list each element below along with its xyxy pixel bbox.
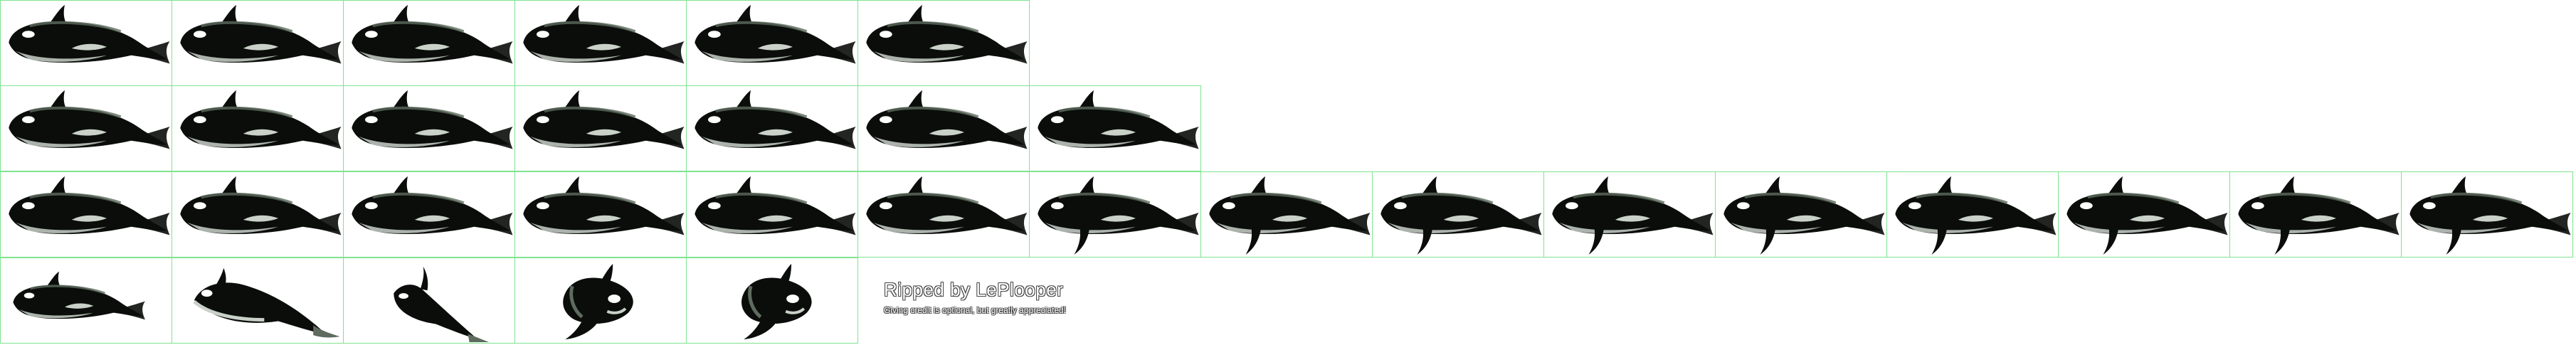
orca-sprite [866, 176, 1028, 235]
sprite-frame [1886, 171, 2059, 258]
orca-sprite [352, 4, 513, 64]
orca-sprite [1038, 90, 1199, 149]
orca-sprite [1724, 176, 1885, 255]
ripper-credit: Ripped by LePlooper Giving credit is opt… [884, 279, 1066, 315]
orca-sprite [1209, 176, 1371, 255]
orca-sprite [741, 263, 812, 340]
orca-sprite [523, 176, 685, 235]
orca-sprite [394, 266, 490, 343]
orca-sprite [9, 176, 170, 235]
orca-sprite [1895, 176, 2057, 255]
orca-sprite [866, 90, 1028, 149]
orca-sprite [1381, 176, 1542, 255]
sprite-frame [686, 85, 858, 171]
orca-sprite [695, 176, 856, 235]
sprite-frame [2058, 171, 2230, 258]
orca-sprite [193, 267, 340, 338]
sprite-frame [343, 0, 515, 86]
sprite-frame [2401, 171, 2573, 258]
sprite-frame [171, 85, 344, 171]
sprite-frame [686, 171, 858, 258]
orca-sprite [695, 4, 856, 64]
sprite-frame [0, 258, 172, 344]
sprite-frame [343, 258, 515, 344]
orca-sprite [866, 4, 1028, 64]
sprite-frame [514, 0, 687, 86]
sprite-frame [2229, 171, 2402, 258]
orca-sprite [563, 263, 633, 340]
sprite-frame [171, 0, 344, 86]
sprite-frame [1715, 171, 1887, 258]
orca-sprite [1038, 176, 1199, 255]
orca-sprite [180, 90, 342, 149]
orca-sprite [180, 4, 342, 64]
orca-sprite [695, 90, 856, 149]
credit-note: Giving credit is optional, but greatly a… [884, 305, 1067, 315]
sprite-frame [514, 85, 687, 171]
sprite-frame [857, 85, 1030, 171]
sprite-frame [171, 171, 344, 258]
sprite-frame [857, 171, 1030, 258]
orca-sprite [9, 4, 170, 64]
sprite-frame [686, 0, 858, 86]
sprite-frame [0, 171, 172, 258]
sprite-frame [171, 258, 344, 344]
sprite-frame [0, 85, 172, 171]
sprite-frame [857, 0, 1030, 86]
orca-sprite [2238, 176, 2400, 255]
sprite-frame [1372, 171, 1544, 258]
orca-sprite [2066, 176, 2228, 255]
sprite-frame [343, 171, 515, 258]
orca-sprite [523, 4, 685, 64]
orca-sprite [352, 90, 513, 149]
orca-sprite [1552, 176, 1714, 255]
sprite-frame [1029, 85, 1201, 171]
orca-sprite [13, 271, 145, 320]
sprite-frame [686, 258, 858, 344]
orca-sprite [180, 176, 342, 235]
sprite-frame [1543, 171, 1716, 258]
sprite-frame [1029, 171, 1201, 258]
orca-sprite [352, 176, 513, 235]
sprite-frame [514, 258, 687, 344]
orca-sprite [523, 90, 685, 149]
sprite-frame [0, 0, 172, 86]
sprite-frame [1200, 171, 1373, 258]
sprite-frame [343, 85, 515, 171]
credit-title: Ripped by LePlooper [884, 279, 1064, 300]
orca-sprite [9, 90, 170, 149]
sprite-frame [514, 171, 687, 258]
orca-sprite [2409, 176, 2571, 255]
